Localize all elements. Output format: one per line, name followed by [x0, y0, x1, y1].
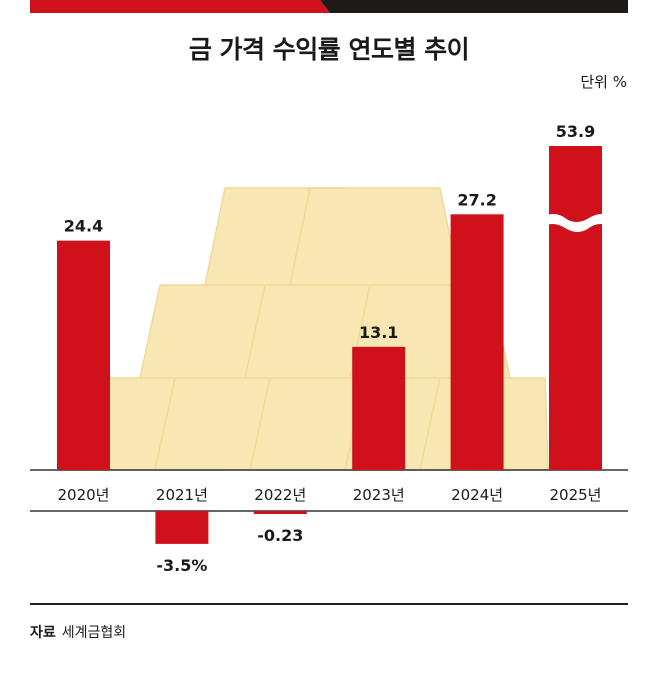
value-label: -0.23 — [257, 526, 303, 545]
value-label: -3.5% — [156, 556, 207, 575]
value-label: 13.1 — [359, 323, 398, 342]
source-note: 자료 세계금협회 — [30, 622, 126, 642]
bar-2020년 — [57, 240, 110, 470]
category-label: 2024년 — [451, 486, 503, 504]
bar-2024년 — [450, 214, 504, 470]
source-divider — [30, 603, 628, 605]
bar-2025년 — [549, 146, 602, 470]
source-label: 자료 — [30, 625, 56, 641]
unit-label: 단위 % — [580, 73, 627, 91]
value-label: 53.9 — [556, 122, 595, 141]
bar-2022년 — [253, 511, 307, 514]
category-label: 2023년 — [353, 486, 405, 504]
category-label: 2021년 — [156, 486, 208, 504]
chart-title: 금 가격 수익률 연도별 추이 — [188, 35, 470, 64]
source-value: 세계금협회 — [61, 625, 127, 641]
value-label: 24.4 — [64, 217, 103, 236]
bar-chart: 24.4 2020년 -3.5% 2021년 -0.23 2022년 13.1 2023년 27… — [30, 122, 628, 575]
axis-break-mark — [541, 214, 613, 232]
category-label: 2020년 — [58, 486, 110, 504]
top-accent-bar — [30, 0, 628, 13]
bar-2021년 — [155, 511, 209, 544]
bar-2023년 — [352, 346, 406, 470]
category-label: 2025년 — [550, 486, 602, 504]
value-label: 27.2 — [457, 190, 496, 209]
category-label: 2022년 — [254, 486, 306, 504]
